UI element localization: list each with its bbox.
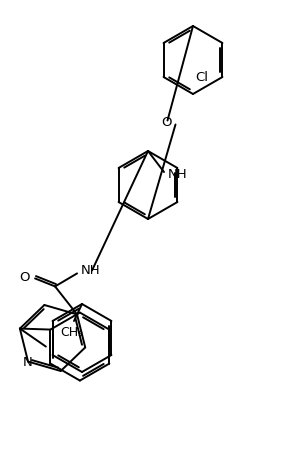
Text: NH: NH [81, 264, 101, 277]
Text: O: O [20, 271, 30, 284]
Text: O: O [161, 116, 172, 129]
Text: NH: NH [168, 168, 188, 180]
Text: CH₃: CH₃ [60, 326, 84, 339]
Text: Cl: Cl [195, 71, 208, 84]
Text: N: N [23, 356, 33, 369]
